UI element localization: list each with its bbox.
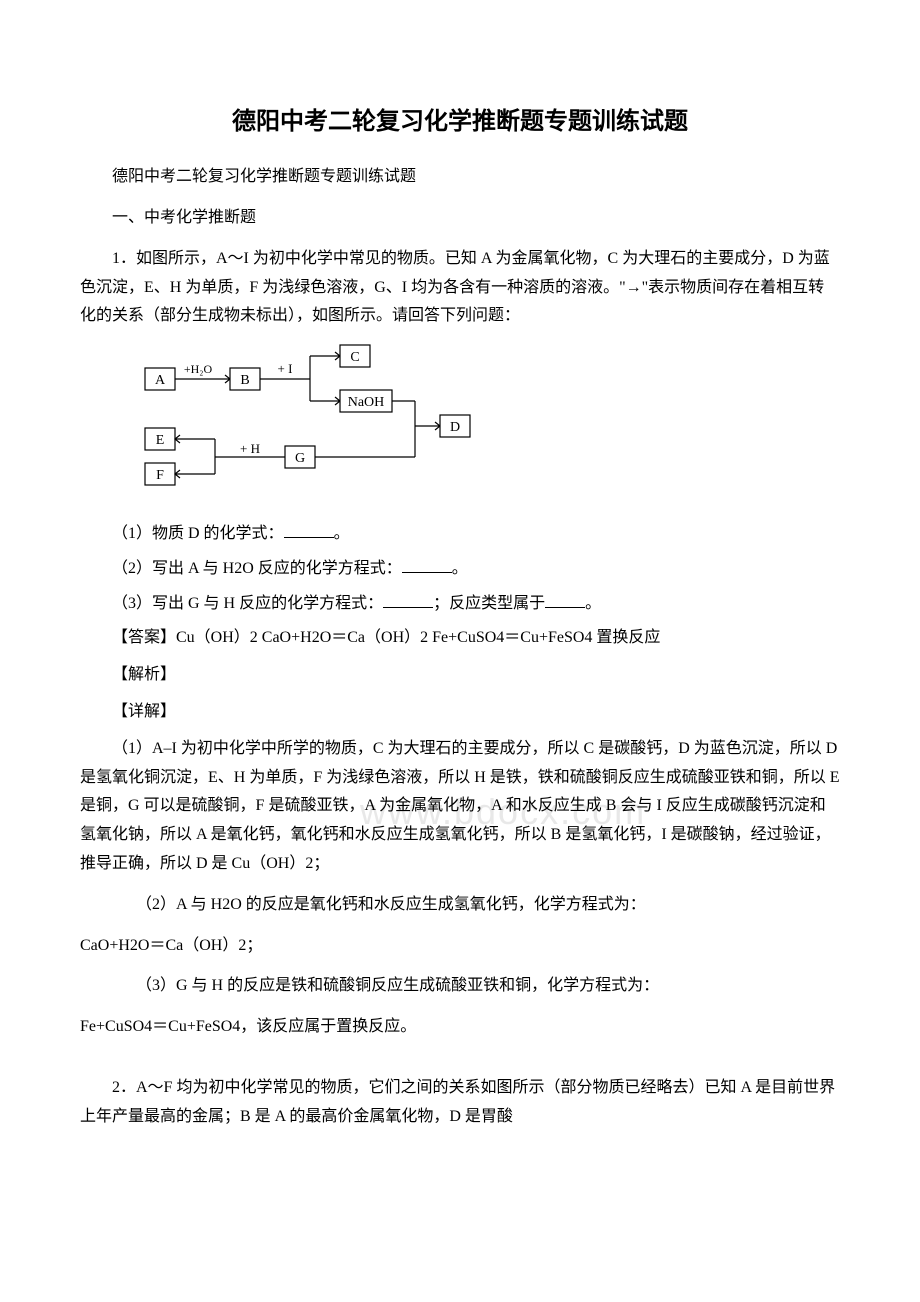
q1-detail3-text: （3）G 与 H 的反应是铁和硫酸铜反应生成硫酸亚铁和铜，化学方程式为： (112, 977, 659, 994)
label-plus-i: + I (278, 361, 293, 376)
box-b-label: B (240, 373, 249, 388)
box-a-label: A (155, 373, 166, 388)
q1-sub2-text: （2）写出 A 与 H2O 反应的化学方程式： (112, 560, 402, 577)
q1-answer: 【答案】Cu（OH）2 CaO+H2O＝Ca（OH）2 Fe+CuSO4＝Cu+… (80, 624, 840, 653)
box-c-label: C (350, 350, 359, 365)
q1-detail-label: 【详解】 (80, 698, 840, 727)
q1-sub2: （2）写出 A 与 H2O 反应的化学方程式： 。 (80, 555, 840, 584)
q1-stem: 1．如图所示，A～I 为初中化学中常见的物质。已知 A 为金属氧化物，C 为大理… (80, 245, 840, 331)
blank-fill (383, 592, 433, 608)
q1-detail3-b: Fe+CuSO4＝Cu+FeSO4，该反应属于置换反应。 (80, 1013, 840, 1042)
blank-fill (284, 522, 334, 538)
q1-sub3-text: （3）写出 G 与 H 反应的化学方程式： (112, 595, 383, 612)
q1-sub3: （3）写出 G 与 H 反应的化学方程式： ；反应类型属于 。 (80, 590, 840, 619)
q1-sub1-text: （1）物质 D 的化学式： (112, 525, 284, 542)
q1-detail2-b: CaO+H2O＝Ca（OH）2； (80, 932, 840, 961)
subtitle: 德阳中考二轮复习化学推断题专题训练试题 (80, 163, 840, 192)
q1-detail2-text: （2）A 与 H2O 的反应是氧化钙和水反应生成氢氧化钙，化学方程式为： (112, 896, 646, 913)
label-plus-h: + H (240, 441, 260, 456)
blank-fill (402, 557, 452, 573)
q1-sub1-end: 。 (334, 525, 350, 542)
q1-detail2-a: （2）A 与 H2O 的反应是氧化钙和水反应生成氢氧化钙，化学方程式为： (80, 891, 840, 920)
blank-fill (545, 592, 585, 608)
box-d-label: D (450, 420, 460, 435)
page-title: 德阳中考二轮复习化学推断题专题训练试题 (80, 100, 840, 143)
section-heading: 一、中考化学推断题 (80, 204, 840, 233)
box-e-label: E (156, 433, 165, 448)
box-naoh-label: NaOH (348, 395, 385, 410)
q1-diagram: A +H₂O B + I C (140, 343, 840, 504)
q1-sub2-end: 。 (452, 560, 468, 577)
q1-sub3-end: 。 (585, 595, 601, 612)
q1-analysis-label: 【解析】 (80, 661, 840, 690)
label-h2o: +H₂O (184, 362, 213, 376)
q1-sub1: （1）物质 D 的化学式： 。 (80, 520, 840, 549)
box-g-label: G (295, 451, 305, 466)
box-f-label: F (156, 468, 164, 483)
q1-sub3-mid: ；反应类型属于 (433, 595, 545, 612)
q2-stem: 2．A～F 均为初中化学常见的物质，它们之间的关系如图所示（部分物质已经略去）已… (80, 1074, 840, 1132)
q1-detail3-a: （3）G 与 H 的反应是铁和硫酸铜反应生成硫酸亚铁和铜，化学方程式为： (80, 972, 840, 1001)
q1-detail1: （1）A–I 为初中化学中所学的物质，C 为大理石的主要成分，所以 C 是碳酸钙… (80, 735, 840, 879)
